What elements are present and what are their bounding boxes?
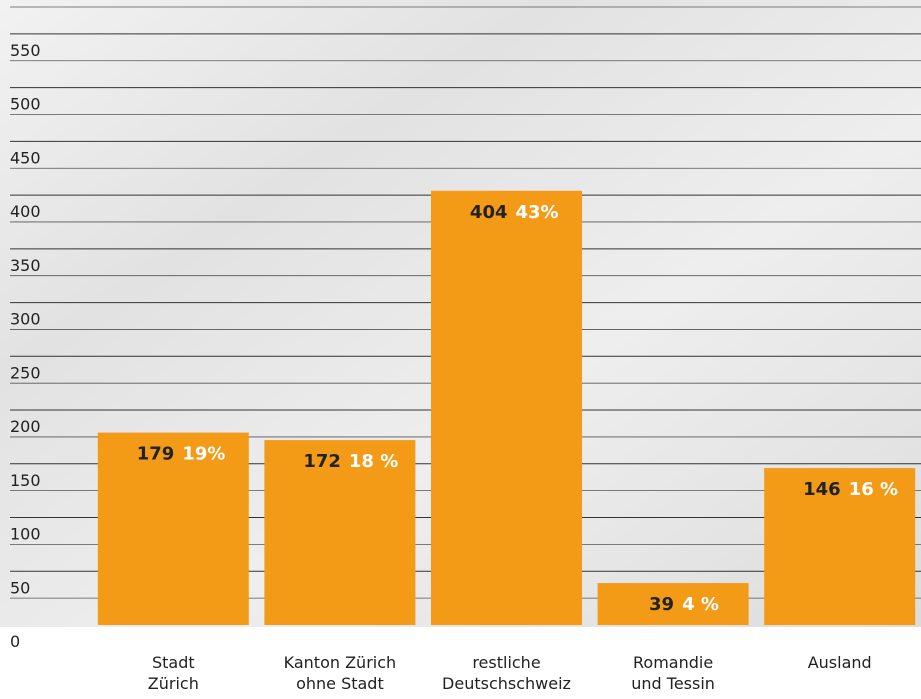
percent-label: 4 %: [682, 594, 719, 615]
y-tick-label: 0: [10, 632, 20, 651]
bar: [431, 191, 582, 625]
value-label: 146: [803, 479, 841, 500]
chart: 0 50 100 150 200 250 300 350 400 450 500 550 Stadt Zü…: [0, 0, 921, 699]
x-tick-label: ohne Stadt: [296, 674, 384, 693]
y-tick-label: 400: [10, 202, 41, 221]
x-tick-label: restliche: [472, 653, 540, 672]
value-label: 179: [137, 444, 175, 465]
x-tick-label: und Tessin: [631, 674, 715, 693]
y-tick-label: 50: [10, 578, 30, 597]
percent-label: 43%: [516, 202, 559, 223]
x-tick-label: Romandie: [633, 653, 713, 672]
x-tick-label: Ausland: [808, 653, 872, 672]
x-tick-label: Zürich: [148, 674, 199, 693]
percent-label: 18 %: [349, 451, 398, 472]
y-tick-label: 150: [10, 471, 41, 490]
y-tick-label: 100: [10, 525, 41, 544]
x-tick-label: Kanton Zürich: [284, 653, 397, 672]
value-label: 172: [303, 451, 341, 472]
value-label: 39: [649, 594, 674, 615]
y-tick-label: 200: [10, 417, 41, 436]
y-tick-label: 250: [10, 363, 41, 382]
y-tick-label: 350: [10, 256, 41, 275]
x-tick-label: Stadt: [152, 653, 195, 672]
y-tick-label: 300: [10, 310, 41, 329]
value-label: 404: [470, 202, 508, 223]
y-tick-label: 550: [10, 41, 41, 60]
y-tick-label: 450: [10, 148, 41, 167]
y-tick-label: 500: [10, 95, 41, 114]
percent-label: 16 %: [849, 479, 898, 500]
x-tick-label: Deutschschweiz: [442, 674, 571, 693]
percent-label: 19%: [182, 444, 225, 465]
